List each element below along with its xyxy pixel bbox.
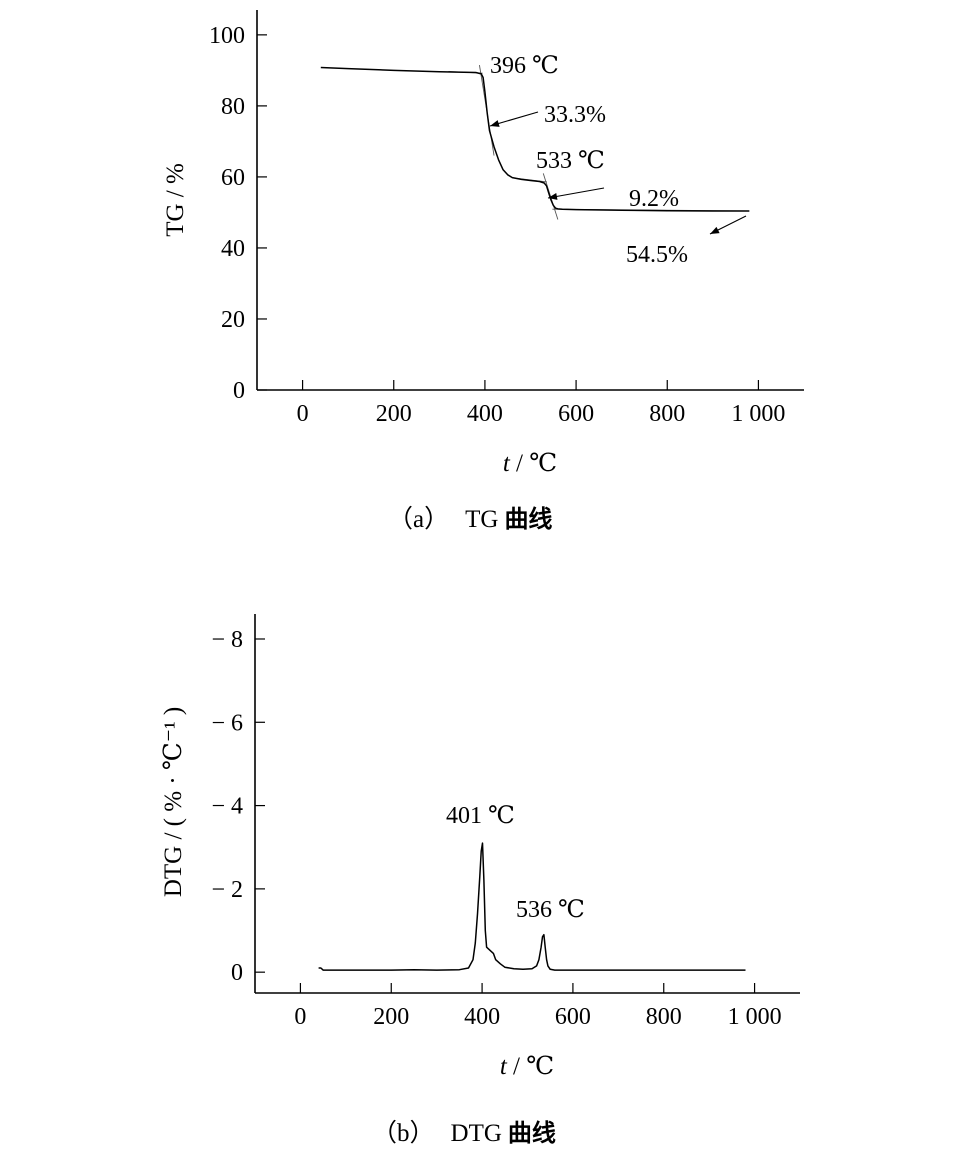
tg-x-tick-label: 800 <box>649 401 685 427</box>
tg-annotation: 33.3% <box>544 102 606 128</box>
tg-annotations: 396 ℃ 33.3% 533 ℃ 9.2% 54.5% <box>490 53 688 268</box>
tg-x-axis-title: t / ℃ <box>503 450 557 477</box>
dtg-caption-name: DTG <box>451 1120 502 1147</box>
tg-caption-label: （a） <box>388 505 449 533</box>
tg-chart: 0 200 400 600 800 1 000 0 20 40 60 80 100 TG / % t … <box>162 10 804 533</box>
tg-ticks: 0 200 400 600 800 1 000 0 20 40 60 80 100 <box>209 23 785 427</box>
dtg-y-tick-label: − 4 <box>211 794 243 820</box>
tg-y-tick-label: 0 <box>233 378 245 404</box>
dtg-x-axis-unit: / ℃ <box>507 1053 554 1080</box>
dtg-x-tick-label: 800 <box>646 1004 682 1030</box>
tg-caption-suffix: 曲线 <box>504 505 552 533</box>
dtg-chart: 0 200 400 600 800 1 000 0 − 2 − 4 − 6 − 8 DTG / ( … <box>160 614 800 1147</box>
dtg-y-tick-label: − 6 <box>211 710 243 736</box>
dtg-y-tick-label: 0 <box>231 960 243 986</box>
tg-y-axis-title: TG / % <box>162 163 189 237</box>
tg-x-tick-label: 200 <box>376 401 412 427</box>
dtg-x-tick-label: 0 <box>294 1004 306 1030</box>
tg-y-tick-label: 60 <box>221 165 245 191</box>
dtg-x-axis-title: t / ℃ <box>500 1053 554 1080</box>
tg-curve <box>320 66 750 212</box>
dtg-caption-suffix: 曲线 <box>508 1119 556 1147</box>
tg-x-tick-label: 400 <box>467 401 503 427</box>
dtg-x-tick-label: 1 000 <box>728 1004 782 1030</box>
tg-caption: （a） TG 曲线 <box>388 505 552 533</box>
tg-arrow-head <box>710 226 720 234</box>
dtg-x-axis-var: t <box>500 1053 508 1080</box>
tg-annotation: 533 ℃ <box>536 148 605 174</box>
tg-caption-name: TG <box>465 506 498 533</box>
tg-annotation: 396 ℃ <box>490 53 559 79</box>
dtg-caption: （b） DTG 曲线 <box>372 1119 556 1147</box>
tg-y-tick-label: 100 <box>209 23 245 49</box>
dtg-annotation: 536 ℃ <box>516 897 585 923</box>
tg-y-tick-label: 80 <box>221 94 245 120</box>
tg-x-tick-label: 1 000 <box>731 401 785 427</box>
dtg-annotations: 401 ℃ 536 ℃ <box>446 803 585 923</box>
dtg-ticks: 0 200 400 600 800 1 000 0 − 2 − 4 − 6 − 8 <box>211 627 781 1030</box>
dtg-y-axis-title: DTG / ( % · ℃⁻¹ ) <box>160 707 187 897</box>
tg-y-tick-label: 40 <box>221 236 245 262</box>
tg-x-axis-unit: / ℃ <box>510 450 557 477</box>
dtg-annotation: 401 ℃ <box>446 803 515 829</box>
tg-arrow-head <box>490 120 500 127</box>
tg-arrow-line <box>547 187 605 199</box>
dtg-x-tick-label: 400 <box>464 1004 500 1030</box>
tg-annotation: 54.5% <box>626 242 688 268</box>
tg-x-tick-label: 600 <box>558 401 594 427</box>
dtg-x-tick-label: 200 <box>373 1004 409 1030</box>
dtg-y-tick-label: − 2 <box>211 877 243 903</box>
tg-y-tick-label: 20 <box>221 307 245 333</box>
tg-annotation: 9.2% <box>629 186 679 212</box>
dtg-x-tick-label: 600 <box>555 1004 591 1030</box>
dtg-y-tick-label: − 8 <box>211 627 243 653</box>
dtg-curve <box>318 842 746 971</box>
tg-x-axis-var: t <box>503 450 511 477</box>
tg-x-tick-label: 0 <box>297 401 309 427</box>
dtg-caption-label: （b） <box>372 1119 435 1147</box>
